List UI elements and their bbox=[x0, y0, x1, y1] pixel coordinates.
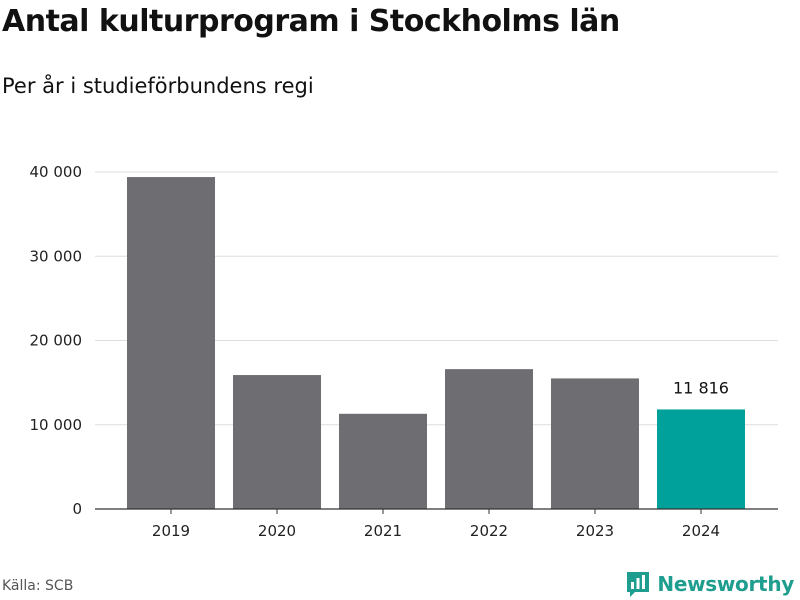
y-tick-label: 30 000 bbox=[30, 247, 83, 265]
bar bbox=[339, 413, 427, 509]
chart-subtitle: Per år i studieförbundens regi bbox=[2, 74, 314, 98]
x-tick-label: 2023 bbox=[576, 522, 614, 540]
newsworthy-logo-icon bbox=[627, 572, 650, 597]
bar bbox=[657, 409, 745, 509]
chart-title: Antal kulturprogram i Stockholms län bbox=[2, 4, 620, 39]
bar bbox=[233, 375, 321, 509]
source-note: Källa: SCB bbox=[2, 578, 74, 594]
brand-name: Newsworthy bbox=[657, 572, 794, 596]
bar bbox=[551, 378, 639, 509]
x-tick-label: 2024 bbox=[682, 522, 720, 540]
y-tick-label: 40 000 bbox=[30, 163, 83, 181]
y-tick-label: 0 bbox=[72, 500, 82, 518]
y-tick-label: 10 000 bbox=[30, 416, 83, 434]
bar bbox=[445, 369, 533, 509]
x-tick-label: 2021 bbox=[364, 522, 402, 540]
bar bbox=[127, 177, 215, 509]
x-tick-label: 2020 bbox=[258, 522, 296, 540]
brand-logo: Newsworthy bbox=[625, 568, 794, 600]
data-label: 11 816 bbox=[673, 378, 729, 397]
x-tick-label: 2019 bbox=[152, 522, 190, 540]
bar-chart: 0 10 000 20 000 30 000 40 000 2019 2020 2021 202… bbox=[30, 163, 778, 540]
y-tick-label: 20 000 bbox=[30, 332, 83, 350]
x-tick-label: 2022 bbox=[470, 522, 508, 540]
